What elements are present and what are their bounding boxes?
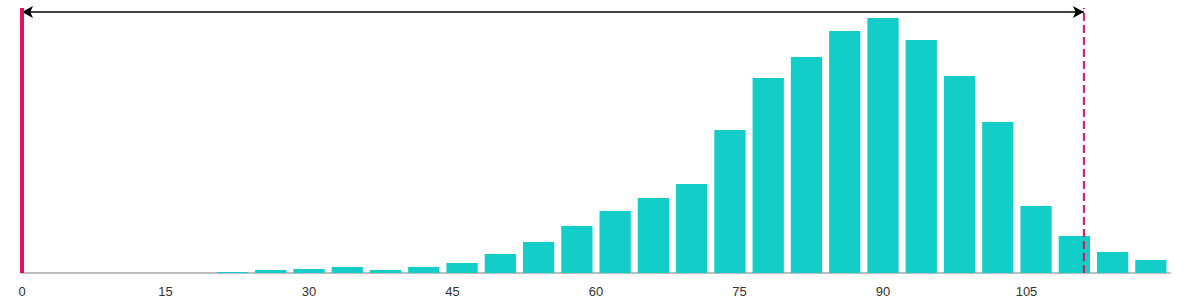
svg-text:15: 15 [158, 284, 172, 299]
svg-text:90: 90 [876, 284, 890, 299]
svg-text:75: 75 [732, 284, 746, 299]
svg-text:30: 30 [302, 284, 316, 299]
svg-text:0: 0 [18, 284, 25, 299]
svg-text:105: 105 [1016, 284, 1038, 299]
svg-text:45: 45 [445, 284, 459, 299]
svg-text:60: 60 [589, 284, 603, 299]
